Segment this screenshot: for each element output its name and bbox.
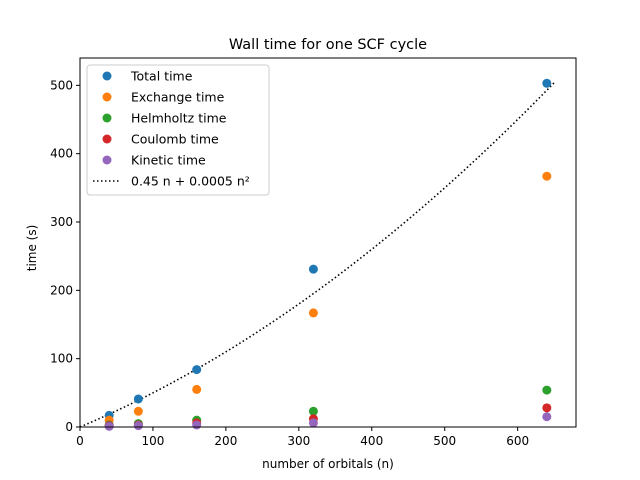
x-tick-label: 100: [141, 434, 164, 448]
legend-label: Total time: [130, 69, 193, 84]
helmholtz-time-point: [542, 385, 552, 395]
legend: Total time Exchange time Helmholtz time Cou…: [86, 64, 270, 196]
kinetic-time-point: [192, 420, 202, 430]
chart-title: Wall time for one SCF cycle: [229, 37, 427, 53]
exchange-time-legend-marker: [102, 92, 112, 102]
y-tick-label: 200: [50, 283, 73, 297]
x-tick-label: 300: [287, 434, 310, 448]
y-tick-label: 100: [50, 352, 73, 366]
total-time-point: [308, 264, 318, 274]
x-axis-ticks: 0 100 200 300 400 500 600: [76, 427, 529, 448]
legend-label: Coulomb time: [131, 132, 219, 147]
total-time-point: [542, 78, 552, 88]
x-tick-label: 0: [76, 434, 84, 448]
x-axis-label: number of orbitals (n): [262, 457, 394, 471]
x-tick-label: 500: [433, 434, 456, 448]
kinetic-time-point: [308, 418, 318, 428]
legend-box: [86, 64, 270, 196]
kinetic-time-point: [133, 421, 143, 431]
helmholtz-time-legend-marker: [102, 113, 112, 123]
y-tick-label: 300: [50, 215, 73, 229]
y-axis-ticks: 0 100 200 300 400 500: [50, 78, 80, 434]
y-tick-label: 400: [50, 147, 73, 161]
total-time-point: [133, 394, 143, 404]
coulomb-time-point: [542, 403, 552, 413]
kinetic-time-point: [104, 421, 114, 431]
legend-label: Kinetic time: [131, 153, 206, 168]
exchange-time-point: [308, 308, 318, 318]
y-tick-label: 500: [50, 78, 73, 92]
legend-label: Helmholtz time: [131, 111, 227, 126]
total-time-point: [192, 365, 202, 375]
coulomb-time-legend-marker: [102, 134, 112, 144]
exchange-time-point: [542, 171, 552, 181]
total-time-legend-marker: [102, 71, 112, 81]
x-tick-label: 400: [360, 434, 383, 448]
plot-area-frame: [79, 57, 577, 428]
legend-label: 0.45 n + 0.0005 n²: [131, 174, 250, 189]
kinetic-time-point: [542, 412, 552, 422]
data-points-layer: [104, 78, 552, 431]
y-axis-label: time (s): [25, 225, 39, 272]
legend-label: Exchange time: [131, 90, 225, 105]
exchange-time-point: [192, 384, 202, 394]
x-tick-label: 600: [506, 434, 529, 448]
x-tick-label: 200: [214, 434, 237, 448]
helmholtz-time-point: [308, 406, 318, 416]
y-tick-label: 0: [65, 420, 73, 434]
exchange-time-point: [133, 406, 143, 416]
kinetic-time-legend-marker: [102, 155, 112, 165]
